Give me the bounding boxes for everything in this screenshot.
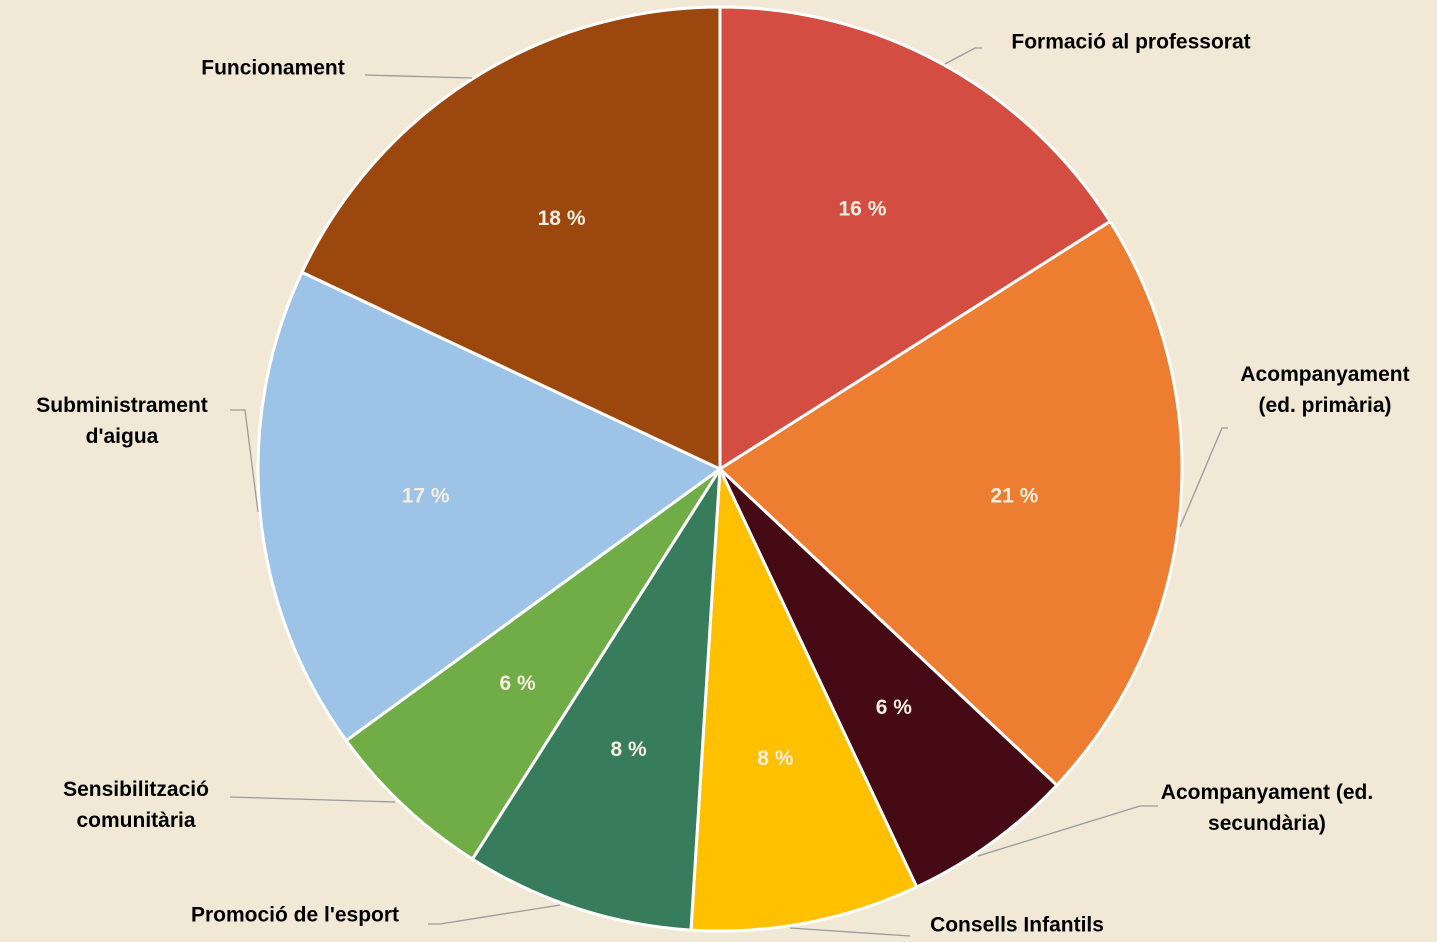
value-label: 17 % [402, 484, 450, 507]
pie-slice [718, 467, 1059, 890]
category-label: Acompanyament (ed. primària) [1240, 363, 1410, 417]
category-label: Acompanyament (ed. secundària) [1160, 781, 1374, 835]
value-label: 16 % [839, 197, 887, 220]
category-label: Consells Infantils [930, 913, 1104, 937]
value-label: 18 % [538, 207, 586, 230]
leader-line [944, 47, 982, 65]
leader-line [428, 904, 561, 925]
value-label: 8 % [611, 738, 648, 761]
value-label: 6 % [499, 672, 536, 695]
category-label: Promoció de l'esport [190, 903, 400, 927]
pie-slice [717, 219, 1184, 788]
pie-slice [689, 468, 919, 933]
category-label: Subministrament d'aigua [36, 394, 208, 448]
category-label: Funcionament [201, 56, 345, 80]
leader-line [230, 409, 259, 513]
value-label: 8 % [757, 747, 794, 770]
category-label: Sensibilització comunitària [63, 778, 209, 832]
value-label: 21 % [990, 484, 1038, 507]
pie-slice [344, 467, 722, 862]
category-label: Formació al professorat [1011, 30, 1251, 54]
leader-line [1179, 427, 1228, 528]
leader-line [789, 927, 911, 937]
pie-slice [470, 468, 722, 932]
pie-slice [718, 5, 1113, 472]
value-label: 6 % [876, 696, 913, 719]
leader-line [364, 74, 473, 79]
leader-line [229, 796, 396, 803]
leader-line [977, 805, 1158, 857]
pie-slice [256, 270, 723, 743]
pie-slice [299, 5, 722, 472]
